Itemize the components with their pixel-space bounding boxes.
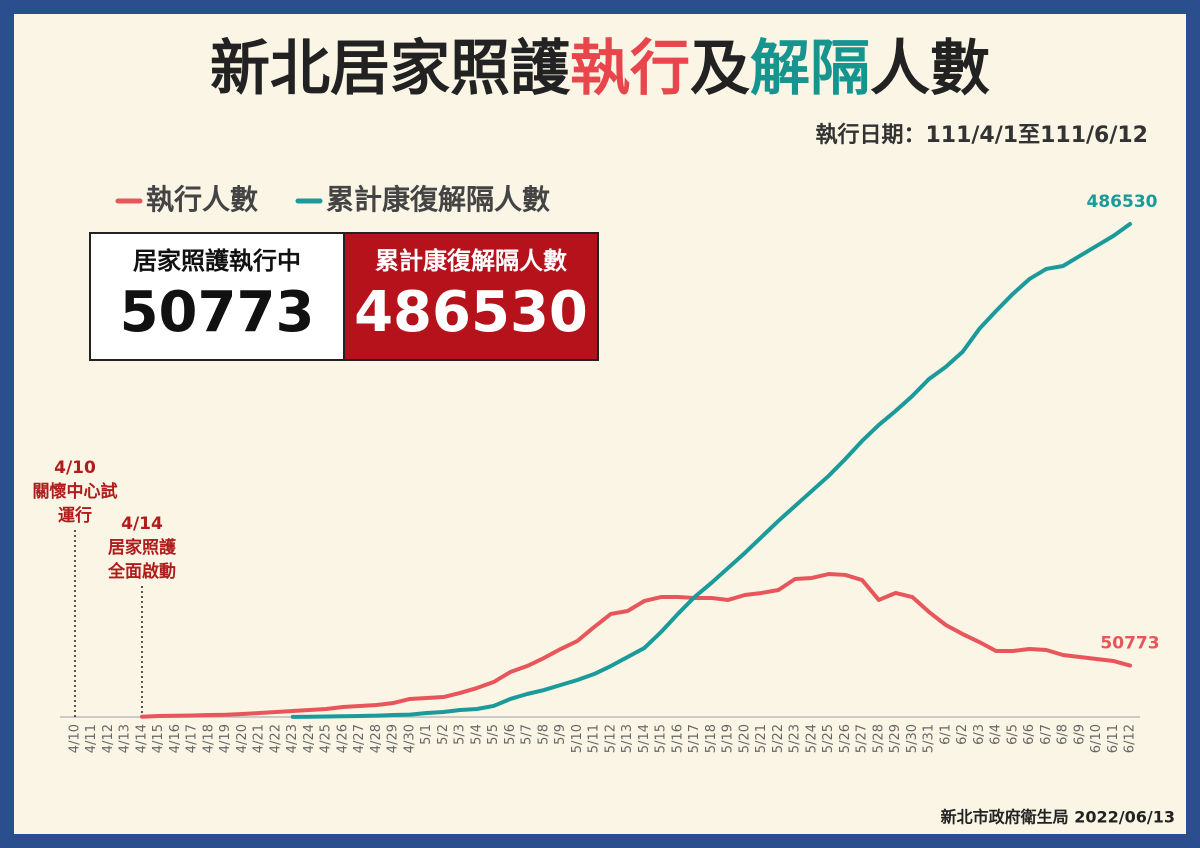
x-tick-label: 6/8: [1056, 724, 1071, 745]
background: [14, 14, 1186, 834]
annotation-text: 全面啟動: [107, 561, 176, 582]
x-tick-label: 5/5: [486, 724, 501, 745]
x-tick-label: 5/8: [536, 724, 551, 745]
title-part: 新北居家照護: [210, 34, 571, 104]
x-tick-label: 4/12: [101, 724, 116, 753]
x-tick-label: 5/24: [804, 724, 819, 753]
title-part: 及: [690, 34, 750, 104]
x-tick-label: 5/16: [670, 724, 685, 753]
x-tick-label: 5/7: [520, 724, 535, 745]
x-tick-label: 4/19: [218, 724, 233, 753]
x-tick-label: 6/2: [955, 724, 970, 745]
summary-value: 486530: [354, 280, 588, 345]
summary-value: 50773: [120, 280, 315, 345]
annotation-text: 關懷中心試: [33, 481, 118, 502]
x-tick-label: 6/5: [1005, 724, 1020, 745]
x-tick-label: 5/11: [587, 724, 602, 753]
legend-label: 累計康復解隔人數: [326, 183, 550, 216]
x-tick-label: 5/10: [570, 724, 585, 753]
title-part: 人數: [870, 34, 990, 104]
chart-title: 新北居家照護執行及解隔人數: [210, 34, 990, 104]
x-tick-label: 4/26: [335, 724, 350, 753]
x-tick-label: 6/10: [1089, 724, 1104, 753]
x-tick-label: 4/13: [118, 724, 133, 753]
x-tick-label: 5/26: [838, 724, 853, 753]
series-line: [139, 572, 1132, 719]
title-part: 執行: [570, 34, 690, 104]
x-tick-label: 5/18: [704, 724, 719, 753]
x-tick-label: 6/1: [938, 724, 953, 745]
x-tick-label: 5/17: [687, 724, 702, 753]
x-tick-label: 5/4: [469, 724, 484, 745]
x-tick-label: 5/6: [503, 724, 518, 745]
series-line: [290, 222, 1132, 719]
title-part: 解隔: [750, 34, 870, 104]
x-tick-label: 4/25: [319, 724, 334, 753]
end-value-label: 486530: [1087, 192, 1158, 212]
x-tick-label: 5/1: [419, 724, 434, 745]
summary-label: 累計康復解隔人數: [375, 247, 567, 275]
x-tick-label: 5/27: [855, 724, 870, 753]
x-tick-label: 6/11: [1106, 724, 1121, 753]
end-value-label: 50773: [1100, 634, 1159, 654]
x-tick-label: 4/28: [369, 724, 384, 753]
x-tick-label: 5/21: [754, 724, 769, 753]
x-tick-label: 4/24: [302, 724, 317, 753]
x-tick-label: 5/30: [905, 724, 920, 753]
x-tick-label: 4/22: [268, 724, 283, 753]
x-tick-label: 4/15: [151, 724, 166, 753]
x-tick-label: 6/9: [1072, 724, 1087, 745]
annotation-date: 4/14: [121, 514, 163, 534]
annotation-date: 4/10: [54, 458, 96, 478]
x-tick-label: 6/7: [1039, 724, 1054, 745]
x-tick-label: 5/23: [788, 724, 803, 753]
x-tick-label: 6/6: [1022, 724, 1037, 745]
x-tick-label: 5/3: [453, 724, 468, 745]
x-tick-label: 5/20: [737, 724, 752, 753]
x-tick-label: 4/29: [386, 724, 401, 753]
x-tick-label: 5/15: [654, 724, 669, 753]
x-tick-label: 4/17: [185, 724, 200, 753]
x-tick-label: 5/14: [637, 724, 652, 753]
summary-label: 居家照護執行中: [133, 247, 301, 275]
x-tick-label: 4/14: [134, 724, 149, 753]
x-tick-label: 6/12: [1123, 724, 1138, 753]
x-tick-label: 5/19: [721, 724, 736, 753]
x-tick-label: 4/10: [68, 724, 83, 753]
x-tick-label: 5/25: [821, 724, 836, 753]
x-tick-label: 4/16: [168, 724, 183, 753]
x-tick-label: 5/22: [771, 724, 786, 753]
x-tick-label: 5/9: [553, 724, 568, 745]
x-tick-label: 4/23: [285, 724, 300, 753]
x-tick-label: 4/21: [252, 724, 267, 753]
summary-box: [343, 232, 599, 361]
x-tick-label: 5/12: [603, 724, 618, 753]
x-tick-label: 4/27: [352, 724, 367, 753]
x-tick-label: 5/29: [888, 724, 903, 753]
x-tick-label: 6/4: [989, 724, 1004, 745]
x-tick-label: 5/13: [620, 724, 635, 753]
x-tick-label: 5/2: [436, 724, 451, 745]
x-tick-label: 4/18: [201, 724, 216, 753]
legend-label: 執行人數: [146, 183, 258, 216]
summary-box: [89, 232, 345, 361]
annotation-text: 運行: [58, 505, 92, 526]
annotation-text: 居家照護: [108, 537, 177, 558]
x-tick-label: 5/28: [871, 724, 886, 753]
subtitle: 執行日期：111/4/1至111/6/12: [815, 122, 1148, 148]
x-tick-label: 6/3: [972, 724, 987, 745]
x-tick-label: 4/30: [402, 724, 417, 753]
x-tick-label: 5/31: [922, 724, 937, 753]
x-tick-label: 4/11: [84, 724, 99, 753]
source: 新北市政府衛生局 2022/06/13: [941, 808, 1175, 827]
x-tick-label: 4/20: [235, 724, 250, 753]
